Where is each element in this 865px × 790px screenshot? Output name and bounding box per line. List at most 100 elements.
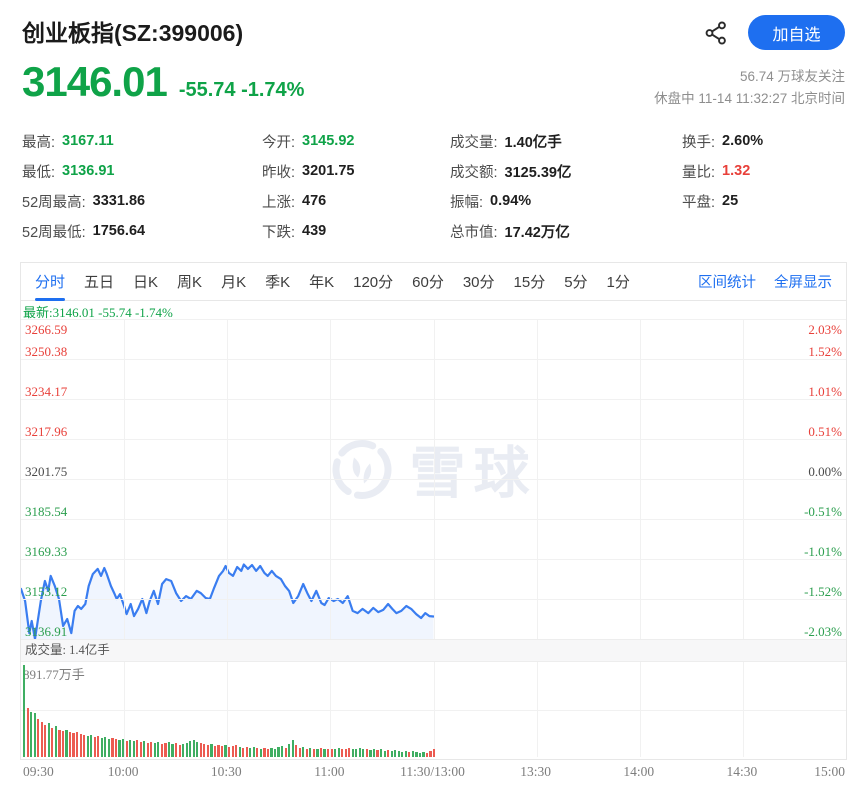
tab-30分[interactable]: 30分 [462, 274, 495, 291]
volume-bar [104, 737, 107, 757]
tab-1分[interactable]: 1分 [606, 274, 630, 291]
volume-bar [23, 664, 26, 757]
volume-bar [51, 727, 54, 757]
volume-bar [79, 734, 82, 757]
intraday-price-chart[interactable]: 雪球 3266.59 3250.38 3234.17 3217.96 3201.75 31… [21, 319, 846, 639]
chart-tool-link-全屏显示[interactable]: 全屏显示 [774, 275, 832, 291]
volume-bar [288, 743, 291, 757]
volume-bar [58, 729, 61, 757]
volume-bar [295, 744, 298, 757]
volume-bar [125, 740, 128, 757]
tab-周K[interactable]: 周K [177, 274, 203, 291]
stat-value: 3125.39亿 [504, 164, 572, 181]
volume-bar [372, 749, 376, 757]
volume-bar [344, 748, 347, 757]
volume-bar [97, 736, 100, 757]
volume-bar [189, 740, 192, 757]
volume-bar [358, 747, 361, 757]
volume-bar [40, 721, 43, 757]
time-axis-label: 14:00 [623, 764, 655, 779]
gridline-vertical [330, 319, 332, 639]
tab-分时[interactable]: 分时 [35, 263, 66, 301]
volume-bar [139, 741, 142, 757]
gridline-vertical [124, 319, 126, 639]
add-watchlist-button[interactable]: 加自选 [748, 15, 845, 50]
volume-bar [61, 731, 65, 757]
volume-bar [259, 748, 262, 757]
tab-5分[interactable]: 5分 [564, 274, 588, 291]
volume-bar [429, 751, 432, 757]
volume-bar [185, 742, 188, 757]
volume-bar [277, 746, 280, 757]
volume-bar [72, 733, 75, 757]
stat-label: 今开: [262, 134, 296, 151]
stat-value: 2.60% [722, 133, 764, 149]
y-axis-price-label: 3266.59 [25, 322, 68, 337]
volume-bar [146, 742, 149, 757]
tab-60分[interactable]: 60分 [412, 274, 444, 291]
gridline-vertical [330, 662, 332, 757]
volume-bar [228, 746, 231, 757]
volume-bar [160, 743, 164, 757]
volume-bar [213, 745, 217, 757]
stat-value: 3145.92 [302, 133, 355, 149]
stat-value: 3136.91 [62, 163, 115, 179]
stat-value: 1756.64 [92, 223, 146, 239]
tab-季K[interactable]: 季K [265, 274, 291, 291]
volume-bar [415, 752, 418, 757]
tab-120分[interactable]: 120分 [353, 274, 394, 291]
y-axis-price-label: 3250.38 [25, 344, 68, 359]
gridline-vertical [124, 662, 126, 757]
tab-五日[interactable]: 五日 [84, 274, 115, 291]
page-title: 创业板指(SZ:399006) [22, 20, 244, 46]
volume-bar [298, 747, 301, 757]
stat-column-1: 最高: 3167.11 最低: 3136.91 52周最高: 3331.86 52周最低: 1… [22, 126, 145, 246]
volume-bar [394, 750, 397, 757]
stat-label: 平盘: [682, 194, 716, 211]
stat-value: 25 [722, 193, 739, 209]
market-status: 休盘中 11-14 11:32:27 北京时间 [654, 91, 845, 106]
volume-bar [362, 749, 365, 757]
gridline-vertical [433, 662, 435, 757]
volume-bar-chart[interactable]: 891.77万手 [21, 662, 846, 757]
tab-日K[interactable]: 日K [133, 274, 159, 291]
volume-bar [401, 752, 404, 757]
volume-bar [266, 748, 270, 757]
volume-bar [302, 746, 305, 757]
volume-bar [235, 744, 238, 757]
time-axis-label: 13:30 [520, 764, 551, 779]
chart-tool-link-区间统计[interactable]: 区间统计 [698, 275, 756, 291]
tab-年K[interactable]: 年K [309, 274, 335, 291]
y-axis-percent-label: -2.03% [804, 624, 842, 639]
stat-label: 最高: [22, 134, 56, 151]
tab-15分[interactable]: 15分 [513, 274, 546, 291]
volume-bar [68, 732, 72, 757]
volume-bar [418, 753, 422, 757]
volume-bar [231, 745, 234, 757]
y-axis-percent-label: 0.00% [808, 464, 842, 479]
volume-bar [33, 713, 36, 757]
stat-value: 3167.11 [62, 133, 114, 149]
stat-label: 成交量: [450, 134, 498, 151]
volume-bar [273, 748, 277, 757]
volume-bar [422, 752, 425, 757]
volume-bar [376, 750, 379, 757]
volume-bar [196, 741, 199, 757]
volume-bar [433, 748, 436, 757]
volume-bar [174, 742, 178, 757]
tab-月K[interactable]: 月K [221, 274, 247, 291]
share-icon[interactable] [703, 20, 729, 46]
volume-bar [319, 747, 323, 757]
volume-bar [121, 738, 125, 757]
volume-bar [171, 743, 174, 757]
time-axis-label: 11:00 [314, 764, 345, 779]
volume-header-strip: 成交量: 1.4亿手 [21, 639, 846, 662]
volume-bar [157, 741, 160, 757]
stat-label: 成交额: [450, 164, 498, 181]
volume-bar [408, 752, 411, 757]
stat-value: 1.40亿手 [504, 134, 562, 151]
gridline-vertical [433, 319, 435, 639]
stat-row: 最高: 3167.11 [22, 126, 145, 156]
volume-bar [305, 748, 308, 757]
